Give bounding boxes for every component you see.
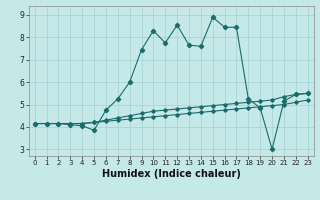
X-axis label: Humidex (Indice chaleur): Humidex (Indice chaleur) (102, 169, 241, 179)
